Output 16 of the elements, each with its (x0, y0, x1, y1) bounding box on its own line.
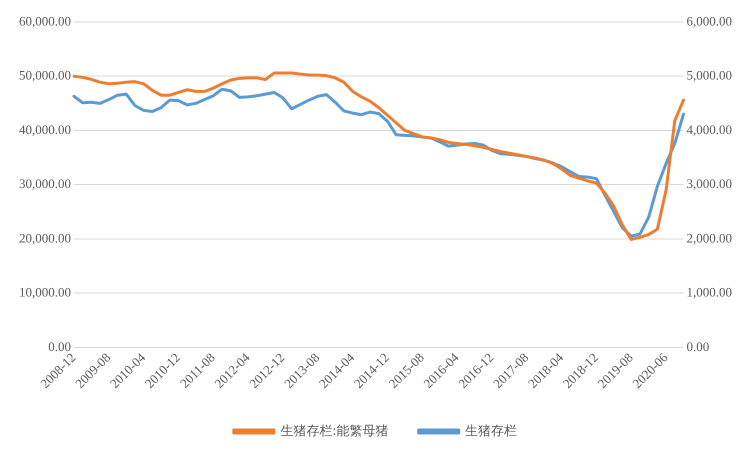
legend-label: 生猪存栏 (465, 424, 518, 439)
y-tick-label: 60,000.00 (19, 13, 71, 28)
y-tick-label: 40,000.00 (19, 122, 71, 137)
y-tick-label: 0.00 (48, 338, 71, 354)
y2-tick-label: 5,000.00 (686, 68, 732, 83)
y2-tick-label: 4,000.00 (686, 122, 732, 137)
legend-label: 生猪存栏:能繁母猪 (280, 424, 389, 439)
y-tick-label: 10,000.00 (19, 284, 71, 300)
y-tick-label: 50,000.00 (19, 68, 71, 83)
y-tick-label: 20,000.00 (19, 230, 71, 246)
y2-tick-label: 6,000.00 (686, 13, 732, 28)
y-tick-label: 30,000.00 (19, 176, 71, 192)
y2-tick-label: 2,000.00 (686, 230, 732, 246)
y2-tick-label: 0.00 (686, 338, 710, 354)
y2-tick-label: 1,000.00 (686, 284, 732, 300)
y2-tick-label: 3,000.00 (686, 176, 732, 192)
